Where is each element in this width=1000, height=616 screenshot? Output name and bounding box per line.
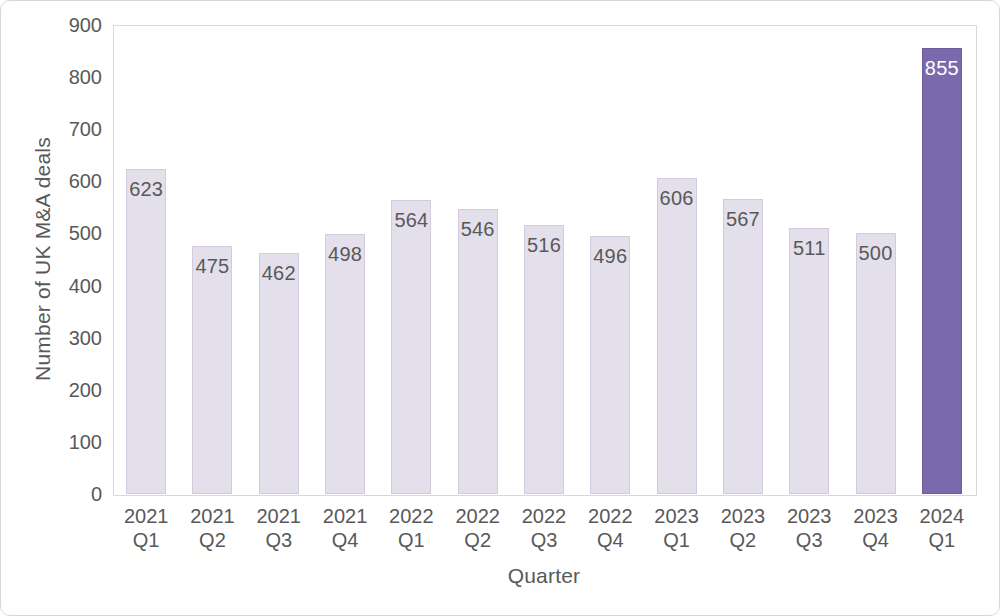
y-tick-label: 700 <box>1 117 102 141</box>
y-tick-label: 100 <box>1 430 102 454</box>
bar: 500 <box>856 233 896 494</box>
bar-value-label: 511 <box>780 237 838 260</box>
y-tick-label: 200 <box>1 378 102 402</box>
x-tick-label: 2023 Q2 <box>710 504 776 552</box>
y-tick-label: 400 <box>1 274 102 298</box>
y-tick-label: 600 <box>1 169 102 193</box>
bar-chart: Number of UK M&A deals 01002003004005006… <box>0 0 1000 616</box>
bar: 546 <box>458 209 498 494</box>
x-tick-label: 2021 Q2 <box>179 504 245 552</box>
bar: 516 <box>524 225 564 494</box>
bar-value-label: 567 <box>714 208 772 231</box>
y-tick-label: 0 <box>1 482 102 506</box>
x-tick-label: 2023 Q3 <box>776 504 842 552</box>
x-tick-label: 2022 Q4 <box>577 504 643 552</box>
bar-value-label: 623 <box>117 178 175 201</box>
y-tick-label: 800 <box>1 65 102 89</box>
bar: 498 <box>325 234 365 494</box>
bar-value-label: 496 <box>581 245 639 268</box>
x-tick-label: 2022 Q2 <box>445 504 511 552</box>
bar-value-label: 516 <box>515 234 573 257</box>
bar-value-label: 500 <box>847 242 905 265</box>
bar: 623 <box>126 169 166 494</box>
bar-value-label: 546 <box>449 218 507 241</box>
bar: 511 <box>789 228 829 494</box>
y-tick-label: 300 <box>1 326 102 350</box>
y-tick-label: 500 <box>1 221 102 245</box>
bar: 496 <box>590 236 630 494</box>
bar: 475 <box>192 246 232 494</box>
bar-highlight: 855 <box>922 48 962 494</box>
bar-value-label: 564 <box>382 209 440 232</box>
x-tick-label: 2021 Q4 <box>312 504 378 552</box>
x-tick-label: 2023 Q4 <box>842 504 908 552</box>
x-tick-label: 2021 Q3 <box>246 504 312 552</box>
y-tick-label: 900 <box>1 13 102 37</box>
x-axis-title: Quarter <box>113 564 975 588</box>
x-tick-label: 2023 Q1 <box>643 504 709 552</box>
bar: 567 <box>723 199 763 494</box>
bar-value-label: 498 <box>316 243 374 266</box>
bar: 606 <box>657 178 697 494</box>
bar: 564 <box>391 200 431 494</box>
bar: 462 <box>259 253 299 494</box>
bar-value-label: 606 <box>648 187 706 210</box>
x-tick-label: 2022 Q1 <box>378 504 444 552</box>
bar-value-label: 462 <box>250 262 308 285</box>
x-tick-label: 2021 Q1 <box>113 504 179 552</box>
bar-value-label: 855 <box>913 57 971 80</box>
x-tick-label: 2022 Q3 <box>511 504 577 552</box>
x-tick-label: 2024 Q1 <box>909 504 975 552</box>
bar-value-label: 475 <box>183 255 241 278</box>
